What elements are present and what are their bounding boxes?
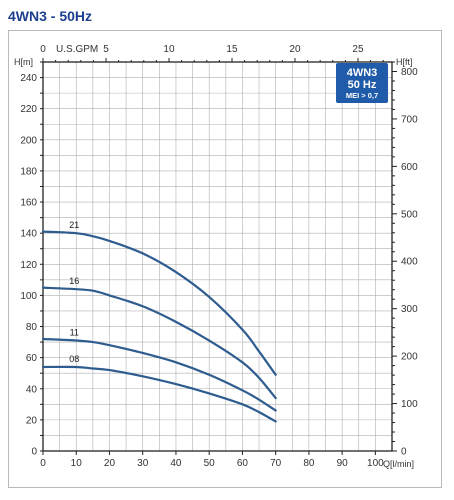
y-right-tick-label: 500	[401, 209, 418, 220]
x-bottom-axis-label: Q[l/min]	[383, 459, 414, 469]
x-top-tick-label: 5	[103, 44, 109, 55]
series-curve-16	[41, 286, 277, 400]
x-bottom-tick-label: 80	[303, 458, 315, 469]
y-right-tick-label: 600	[401, 162, 418, 173]
model-badge: 4WN3 50 Hz MEI > 0,7	[336, 63, 388, 103]
y-left-tick-label: 100	[20, 291, 37, 302]
y-left-axis-label: H[m]	[14, 57, 33, 67]
y-left-tick-label: 20	[26, 415, 38, 426]
x-top-axis-label: U.S.GPM	[56, 44, 98, 55]
x-top-tick-label: 0	[40, 44, 46, 55]
y-right-tick-label: 800	[401, 67, 418, 78]
x-bottom-tick-label: 40	[170, 458, 182, 469]
chart-frame	[8, 30, 442, 488]
page-title: 4WN3 - 50Hz	[8, 8, 93, 24]
x-bottom-tick-label: 50	[204, 458, 216, 469]
series-label-16: 16	[69, 276, 79, 286]
x-bottom-tick-label: 30	[137, 458, 149, 469]
y-left-tick-label: 200	[20, 135, 37, 146]
y-right-tick-label: 200	[401, 352, 418, 363]
y-right-tick-label: 400	[401, 257, 418, 268]
y-left-tick-label: 240	[20, 73, 37, 84]
series-curve-11	[41, 337, 277, 412]
plot-border	[42, 61, 393, 452]
y-left-tick-label: 0	[31, 447, 37, 458]
y-right-tick-label: 700	[401, 114, 418, 125]
y-left-tick-label: 60	[26, 353, 38, 364]
series-curves: 21 16 11 08	[41, 220, 277, 423]
series-curve-08	[41, 365, 277, 423]
x-bottom-tick-label: 20	[104, 458, 116, 469]
x-top-tick-label: 25	[352, 44, 364, 55]
y-left-tick-label: 140	[20, 229, 37, 240]
series-label-21: 21	[69, 220, 79, 230]
y-left-tick-label: 80	[26, 322, 38, 333]
series-label-11: 11	[70, 328, 79, 338]
y-right-tick-label: 0	[401, 447, 407, 458]
x-bottom-tick-label: 90	[337, 458, 349, 469]
y-left-tick-label: 220	[20, 104, 37, 115]
grid	[42, 61, 393, 452]
x-bottom-tick-label: 0	[40, 458, 46, 469]
x-top-tick-label: 20	[289, 44, 301, 55]
model-badge-frequency: 50 Hz	[348, 79, 377, 91]
series-curve-21	[41, 230, 277, 376]
x-bottom-tick-label: 10	[71, 458, 83, 469]
series-label-08: 08	[69, 354, 79, 364]
x-top-tick-label: 15	[226, 44, 238, 55]
x-bottom-tick-label: 60	[237, 458, 249, 469]
axes: 0 10 20 30 40 50 60 70 80 90 100 0 5 10 15 20 25 0 20 40 60 8…	[20, 44, 418, 469]
y-left-tick-label: 40	[26, 384, 38, 395]
y-left-tick-label: 180	[20, 166, 37, 177]
x-bottom-tick-label: 100	[367, 458, 384, 469]
y-right-tick-label: 300	[401, 304, 418, 315]
model-badge-name: 4WN3	[347, 67, 378, 79]
y-left-tick-label: 160	[20, 198, 37, 209]
y-right-axis-label: H[ft]	[396, 57, 413, 67]
y-right-tick-label: 100	[401, 399, 418, 410]
x-bottom-tick-label: 70	[270, 458, 282, 469]
model-badge-background	[336, 63, 388, 103]
model-badge-efficiency: MEI > 0,7	[346, 91, 378, 100]
x-top-tick-label: 10	[163, 44, 175, 55]
y-left-tick-label: 120	[20, 260, 37, 271]
